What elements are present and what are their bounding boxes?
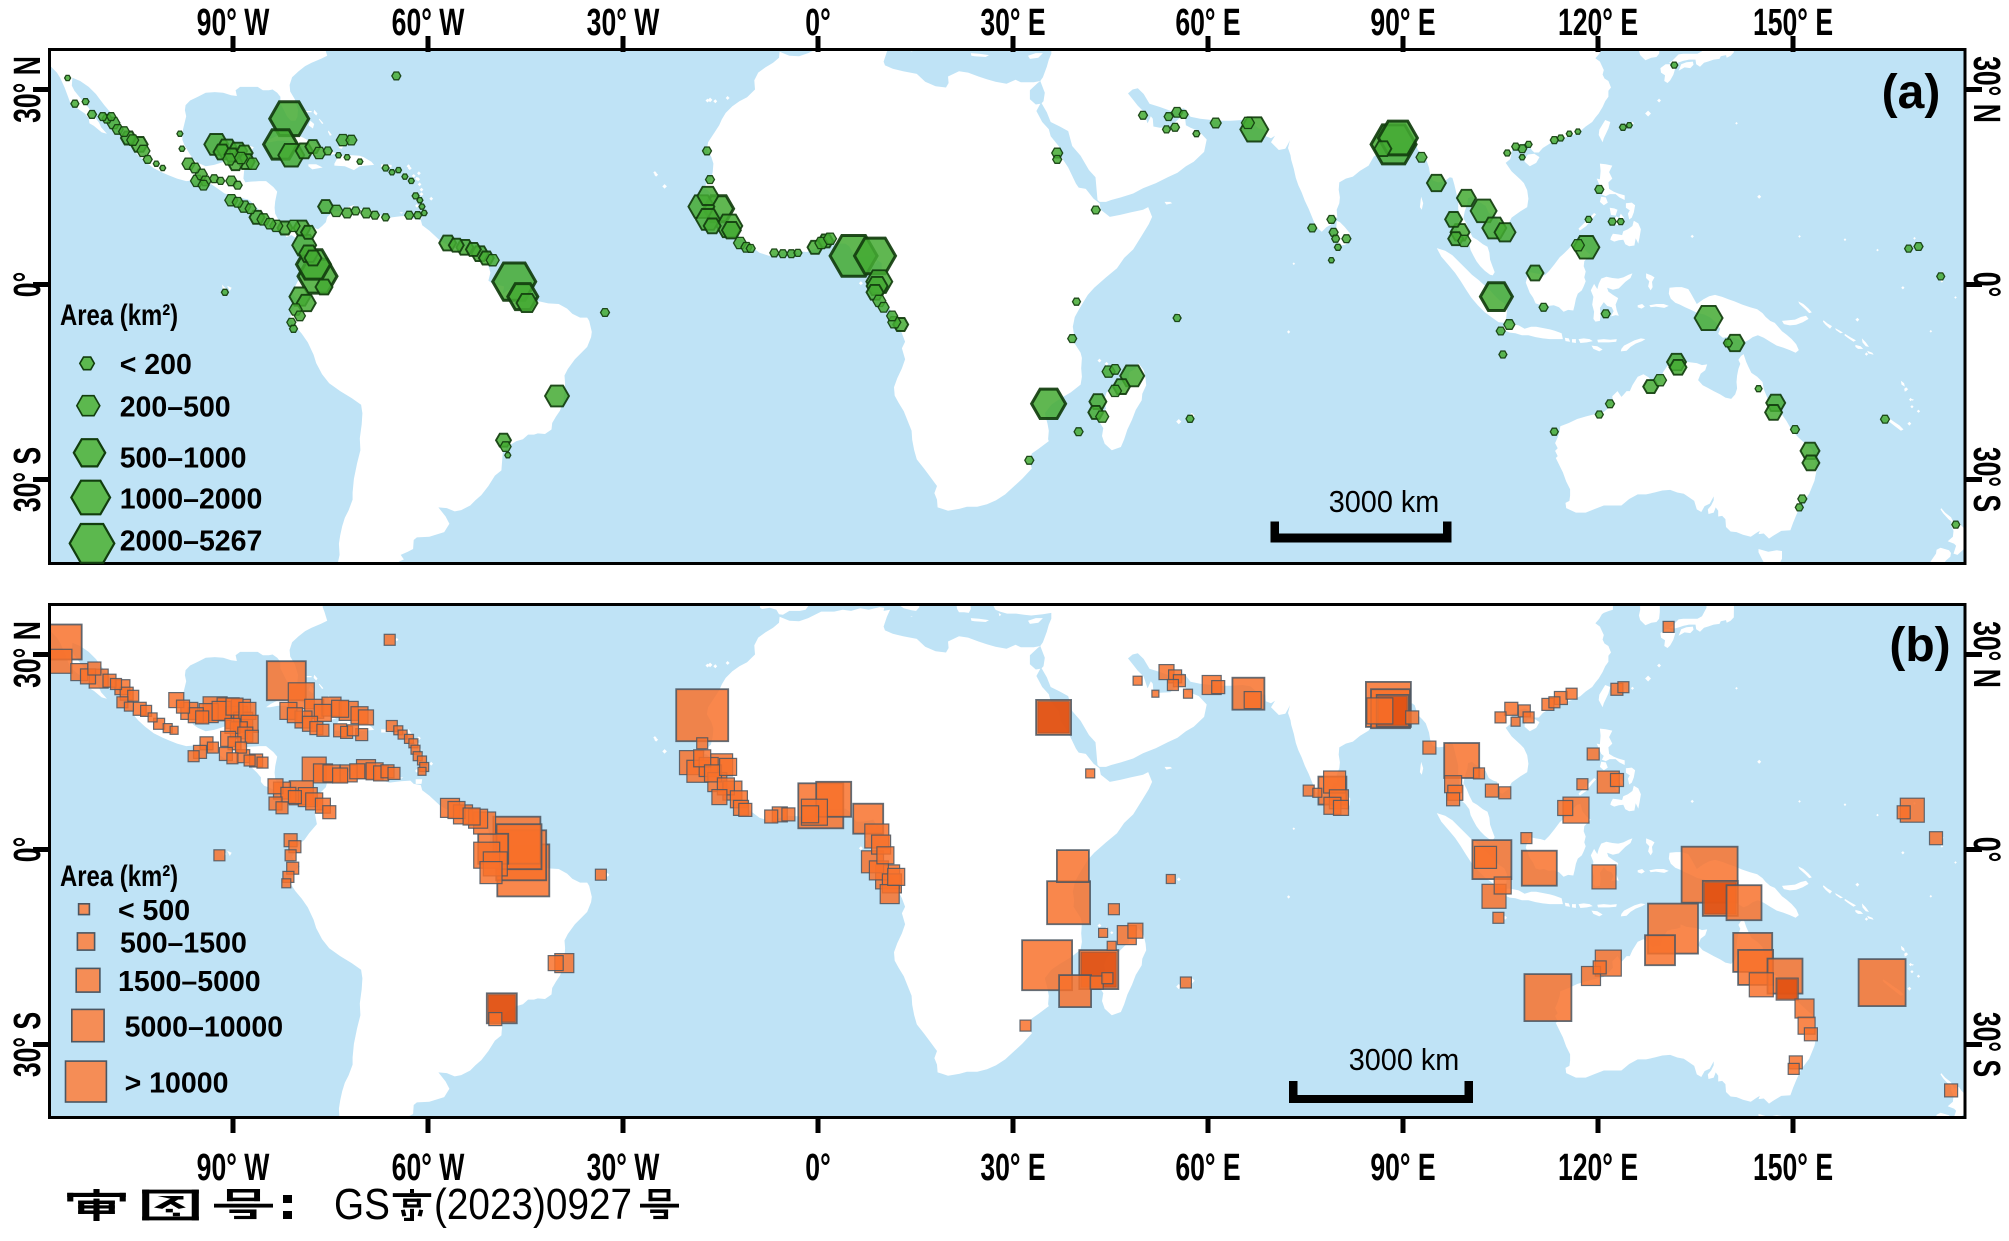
svg-text:60° W: 60° W <box>392 1145 465 1188</box>
svg-text:> 10000: > 10000 <box>125 1067 229 1099</box>
svg-text:30° W: 30° W <box>587 0 660 43</box>
svg-text:0°: 0° <box>805 0 830 43</box>
svg-text:Area (km²): Area (km²) <box>60 860 178 893</box>
svg-text:1500–5000: 1500–5000 <box>118 966 261 998</box>
svg-text:90° W: 90° W <box>197 0 270 43</box>
svg-text:30° S: 30° S <box>5 447 48 512</box>
svg-text:(a): (a) <box>1882 66 1941 119</box>
svg-text:30° S: 30° S <box>5 1012 48 1077</box>
svg-text:30° E: 30° E <box>980 0 1045 43</box>
svg-text:30° N: 30° N <box>1966 56 2009 123</box>
svg-text:30° E: 30° E <box>980 1145 1045 1188</box>
svg-text:Area (km²): Area (km²) <box>60 299 178 332</box>
svg-text:90° W: 90° W <box>197 1145 270 1188</box>
svg-text:0°: 0° <box>5 837 48 862</box>
svg-text:(2023)0927: (2023)0927 <box>434 1179 632 1229</box>
svg-text:30° N: 30° N <box>1966 621 2009 688</box>
svg-text:0°: 0° <box>805 1145 830 1188</box>
svg-text:60° E: 60° E <box>1175 0 1240 43</box>
svg-text:150° E: 150° E <box>1753 0 1833 43</box>
svg-text:0°: 0° <box>1966 272 2009 297</box>
svg-text:150° E: 150° E <box>1753 1145 1833 1188</box>
svg-text:60° E: 60° E <box>1175 1145 1240 1188</box>
svg-text:120° E: 120° E <box>1558 0 1638 43</box>
svg-text:GS: GS <box>334 1179 390 1229</box>
svg-text:60° W: 60° W <box>392 0 465 43</box>
svg-text:3000 km: 3000 km <box>1329 485 1440 519</box>
svg-text:0°: 0° <box>1966 837 2009 862</box>
svg-text:30° S: 30° S <box>1966 447 2009 512</box>
svg-text:2000–5267: 2000–5267 <box>120 526 263 558</box>
svg-text:(b): (b) <box>1889 619 1950 672</box>
svg-text:< 200: < 200 <box>120 349 192 381</box>
svg-text:30° N: 30° N <box>5 56 48 123</box>
svg-text:30° W: 30° W <box>587 1145 660 1188</box>
svg-text:500–1500: 500–1500 <box>120 927 247 959</box>
svg-text:5000–10000: 5000–10000 <box>125 1011 284 1043</box>
svg-text:30° S: 30° S <box>1966 1012 2009 1077</box>
svg-text:90° E: 90° E <box>1370 0 1435 43</box>
svg-text:500–1000: 500–1000 <box>120 442 247 474</box>
svg-text:< 500: < 500 <box>118 895 190 927</box>
svg-text:200–500: 200–500 <box>120 392 231 424</box>
svg-text:90° E: 90° E <box>1370 1145 1435 1188</box>
svg-text:0°: 0° <box>5 272 48 297</box>
svg-text:120° E: 120° E <box>1558 1145 1638 1188</box>
svg-text:3000 km: 3000 km <box>1349 1043 1460 1077</box>
svg-text:1000–2000: 1000–2000 <box>120 483 263 515</box>
svg-text:30° N: 30° N <box>5 621 48 688</box>
